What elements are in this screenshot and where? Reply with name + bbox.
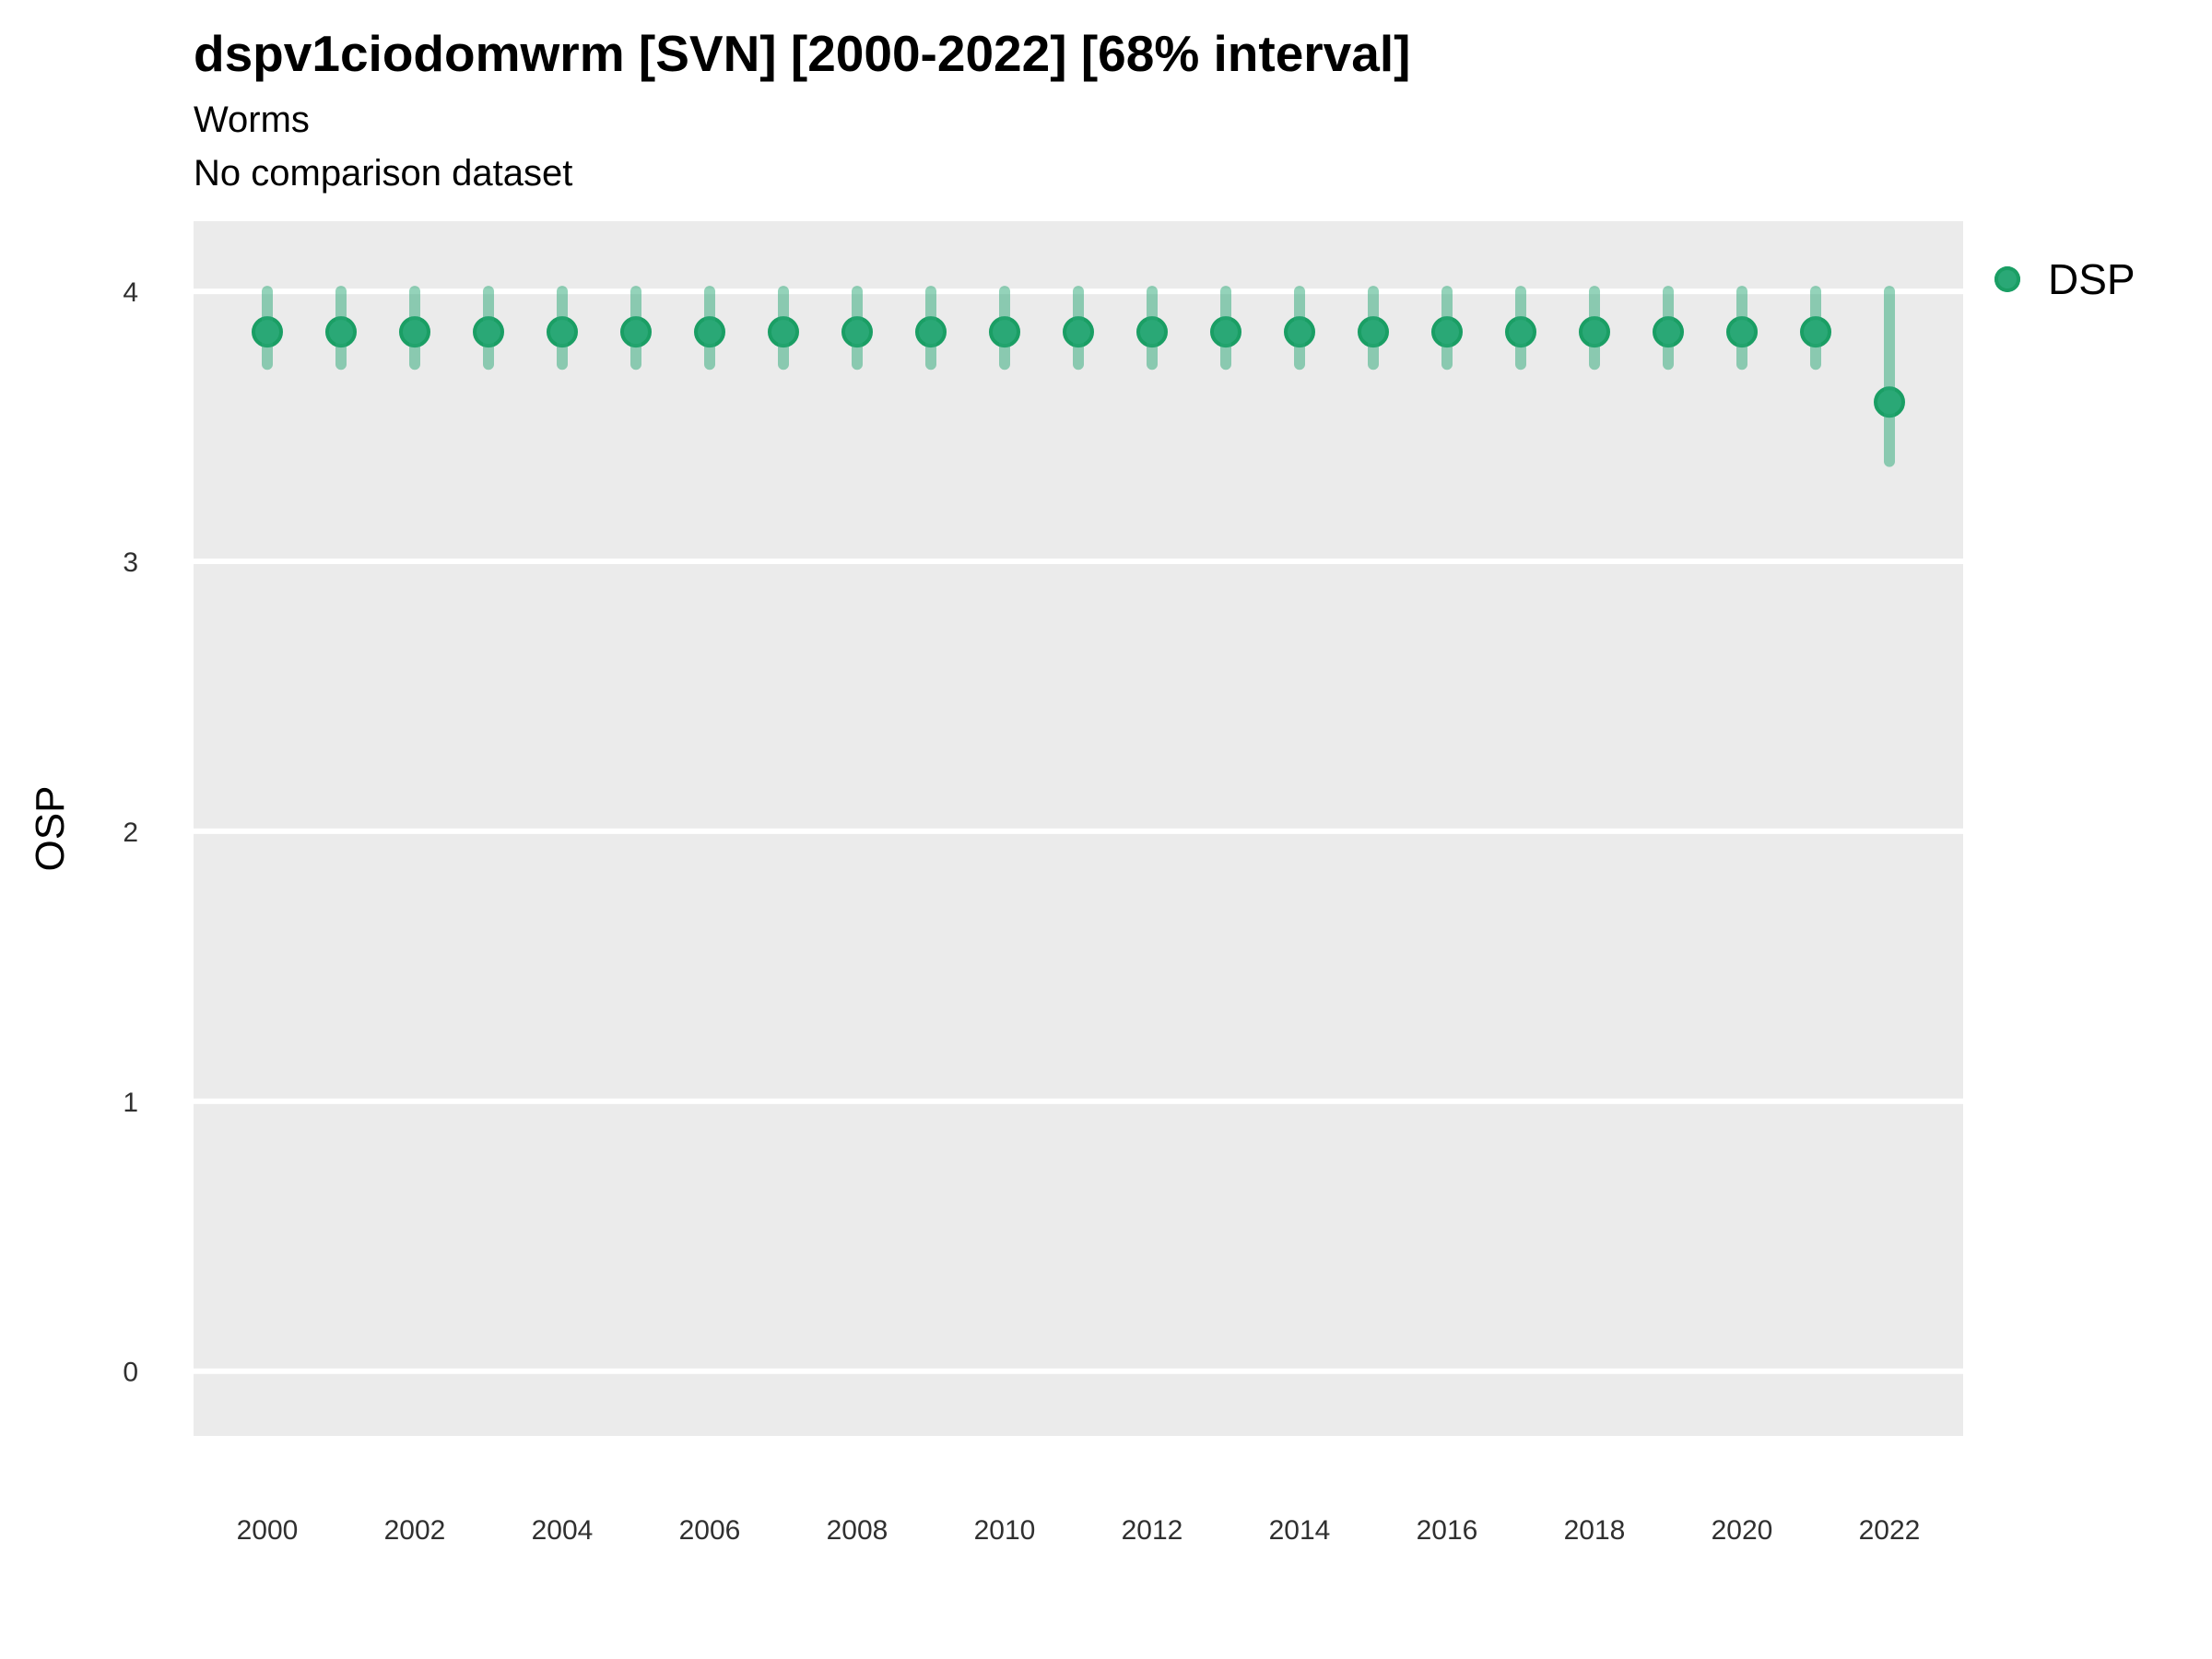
x-tick-label-2004: 2004: [532, 1515, 594, 1546]
x-tick-label-2000: 2000: [237, 1515, 299, 1546]
x-tick-label-2018: 2018: [1564, 1515, 1626, 1546]
x-tick-label-2010: 2010: [974, 1515, 1036, 1546]
y-tick-label-2: 2: [123, 818, 138, 848]
y-tick-label-1: 1: [123, 1088, 138, 1118]
comparison-note: No comparison dataset: [194, 153, 573, 194]
x-tick-label-2012: 2012: [1122, 1515, 1183, 1546]
y-tick-label-3: 3: [123, 547, 138, 578]
x-tick-label-2006: 2006: [679, 1515, 741, 1546]
x-tick-label-2002: 2002: [384, 1515, 446, 1546]
x-tick-label-2008: 2008: [827, 1515, 888, 1546]
y-tick-label-0: 0: [123, 1358, 138, 1388]
chart-title: dspv1ciodomwrm [SVN] [2000-2022] [68% in…: [194, 25, 1411, 82]
legend-marker-dsp-icon: [1994, 266, 2020, 292]
chart-subtitle: Worms: [194, 100, 310, 140]
legend-label-dsp: DSP: [2048, 255, 2136, 303]
y-tick-label-4: 4: [123, 277, 138, 308]
x-tick-label-2014: 2014: [1269, 1515, 1331, 1546]
legend: DSP: [1994, 254, 2136, 304]
x-tick-label-2016: 2016: [1417, 1515, 1478, 1546]
x-tick-label-2022: 2022: [1859, 1515, 1921, 1546]
x-tick-label-2020: 2020: [1712, 1515, 1773, 1546]
